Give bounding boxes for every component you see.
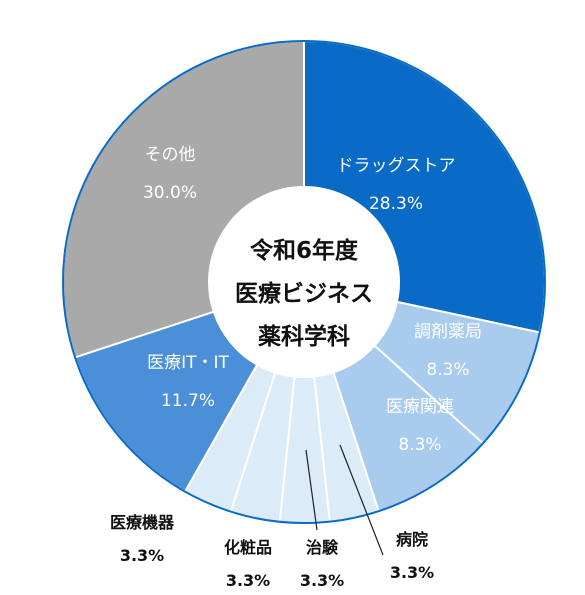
slice-3-leader-line [339,444,384,556]
slice-4-value: 3.3% [300,571,344,590]
slice-3-label: 病院 [396,530,428,549]
center-title: 令和6年度 医療ビジネス 薬科学科 [235,237,373,350]
slice-0-label: ドラッグストア [337,156,456,176]
slice-labels: ドラッグストア 28.3% 調剤薬局 8.3% 医療関連 8.3% 病院 3.3% 治験 3.3%… [110,145,482,590]
slice-2-label: 医療関連 [386,397,454,417]
slice-0-value: 28.3% [369,194,423,214]
slice-8-value: 30.0% [143,183,197,203]
center-title-line-3: 薬科学科 [258,323,350,350]
slice-7-value: 11.7% [161,391,215,411]
slice-8-label: その他 [145,145,196,165]
slice-1-value: 8.3% [426,360,469,380]
center-title-line-1: 令和6年度 [250,237,359,264]
slice-5-value: 3.3% [226,571,270,590]
slice-2-value: 8.3% [398,435,441,455]
slice-5-label: 化粧品 [224,538,272,557]
slice-4-leader-line [305,449,318,531]
slice-7-label: 医療IT・IT [147,353,229,373]
donut-outline [62,40,546,524]
slice-3-value: 3.3% [390,563,434,582]
slice-6-label: 医療機器 [110,513,175,532]
donut-slices [62,39,546,524]
donut-hole [209,187,399,377]
slice-1-label: 調剤薬局 [414,322,482,342]
center-title-line-2: 医療ビジネス [235,280,373,307]
slice-6-value: 3.3% [120,546,164,565]
slice-4-label: 治験 [306,538,339,557]
